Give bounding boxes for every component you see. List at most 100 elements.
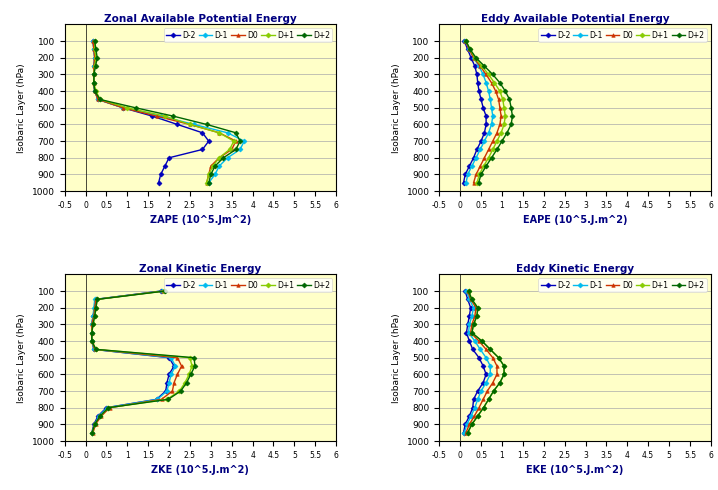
D-2 xyxy=(157,288,165,294)
D-2 xyxy=(164,371,173,377)
D-1 xyxy=(476,147,485,152)
D0 xyxy=(232,138,241,144)
D-1 xyxy=(463,172,472,177)
D0 xyxy=(90,80,98,86)
Line: D0: D0 xyxy=(91,39,238,185)
D0 xyxy=(488,80,496,86)
D+2 xyxy=(486,346,495,352)
D-1 xyxy=(90,72,98,77)
D+1 xyxy=(225,147,234,152)
D-2 xyxy=(470,63,479,69)
D0 xyxy=(118,105,127,111)
D-1 xyxy=(94,97,103,102)
D+2 xyxy=(493,147,501,152)
D-2 xyxy=(460,430,468,436)
D+2 xyxy=(92,346,101,352)
D+1 xyxy=(205,172,213,177)
D0 xyxy=(94,97,103,102)
D+2 xyxy=(95,97,104,102)
D-1 xyxy=(488,113,497,119)
D-2 xyxy=(468,346,477,352)
D+1 xyxy=(494,355,503,361)
D-1 xyxy=(215,163,223,169)
D0 xyxy=(480,155,489,161)
D+2 xyxy=(190,355,198,361)
D0 xyxy=(169,380,178,386)
D0 xyxy=(484,147,493,152)
D+2 xyxy=(92,47,101,52)
D-2 xyxy=(482,122,490,127)
D+1 xyxy=(501,113,510,119)
D0 xyxy=(159,288,167,294)
Line: D0: D0 xyxy=(464,39,503,185)
D-2 xyxy=(90,55,99,61)
D-2 xyxy=(475,355,483,361)
D-2 xyxy=(465,338,474,344)
Line: D-1: D-1 xyxy=(90,289,177,435)
D0 xyxy=(465,421,474,427)
Line: D-2: D-2 xyxy=(462,39,488,185)
D+1 xyxy=(88,338,96,344)
D-1 xyxy=(88,338,96,344)
D+1 xyxy=(484,155,493,161)
D+2 xyxy=(480,63,489,69)
D0 xyxy=(488,138,497,144)
D-1 xyxy=(167,355,175,361)
D-2 xyxy=(198,147,207,152)
D+2 xyxy=(90,38,99,44)
D0 xyxy=(495,122,504,127)
D0 xyxy=(483,388,492,394)
D-1 xyxy=(90,55,99,61)
D-1 xyxy=(240,138,248,144)
D+2 xyxy=(465,288,473,294)
D+1 xyxy=(88,330,96,336)
D0 xyxy=(106,405,114,411)
D+2 xyxy=(470,321,478,327)
D+2 xyxy=(90,88,99,94)
D-2 xyxy=(152,396,161,402)
X-axis label: EKE (10^5.J.m^2): EKE (10^5.J.m^2) xyxy=(526,466,624,475)
D+2 xyxy=(169,113,177,119)
D-2 xyxy=(465,163,474,169)
X-axis label: EAPE (10^5.J.m^2): EAPE (10^5.J.m^2) xyxy=(523,216,628,225)
D+2 xyxy=(475,180,483,186)
D-1 xyxy=(460,430,469,436)
D+2 xyxy=(161,288,169,294)
Title: Zonal Available Potential Energy: Zonal Available Potential Energy xyxy=(104,14,297,24)
D-2 xyxy=(479,105,488,111)
D-2 xyxy=(88,330,96,336)
D+2 xyxy=(500,363,508,369)
D0 xyxy=(493,130,501,136)
D-1 xyxy=(484,130,493,136)
D0 xyxy=(470,180,478,186)
D-2 xyxy=(94,97,103,102)
D+2 xyxy=(505,97,514,102)
D-2 xyxy=(148,113,157,119)
D-1 xyxy=(465,330,473,336)
D0 xyxy=(466,296,475,302)
D-2 xyxy=(92,296,101,302)
Y-axis label: Isobaric Layer (hPa): Isobaric Layer (hPa) xyxy=(392,63,401,152)
D+2 xyxy=(191,363,200,369)
D+1 xyxy=(488,147,497,152)
D+2 xyxy=(472,313,481,319)
D+2 xyxy=(104,405,113,411)
D+2 xyxy=(90,313,99,319)
D+1 xyxy=(215,155,223,161)
D-1 xyxy=(236,147,244,152)
D+2 xyxy=(488,72,497,77)
D0 xyxy=(488,355,497,361)
D+1 xyxy=(175,388,184,394)
D+2 xyxy=(88,330,96,336)
D-1 xyxy=(157,288,166,294)
D+1 xyxy=(90,421,99,427)
D-1 xyxy=(89,313,98,319)
D-1 xyxy=(462,421,471,427)
D0 xyxy=(92,296,101,302)
D0 xyxy=(479,396,488,402)
D-1 xyxy=(482,80,490,86)
Line: D+2: D+2 xyxy=(90,289,197,435)
D+1 xyxy=(486,346,495,352)
D-1 xyxy=(482,380,490,386)
D+1 xyxy=(104,405,113,411)
